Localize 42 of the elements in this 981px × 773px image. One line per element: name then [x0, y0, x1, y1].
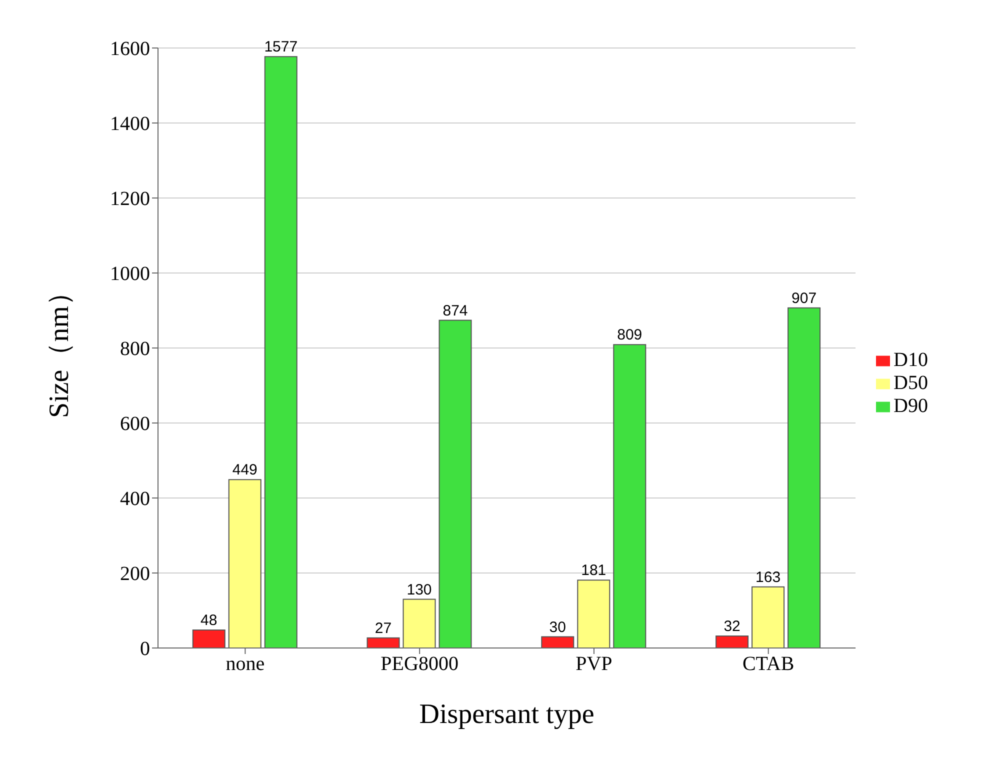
y-tick-label: 1200: [110, 188, 150, 210]
bar: [438, 320, 472, 648]
data-label: 874: [442, 302, 468, 320]
data-label: 907: [792, 290, 817, 307]
data-label: 130: [406, 581, 432, 598]
y-tick-label: 200: [120, 563, 150, 586]
y-tick-label: 1000: [110, 263, 150, 286]
y-tick-label: 1400: [110, 113, 150, 136]
legend-label: D10: [894, 348, 928, 370]
data-label: 809: [617, 326, 642, 344]
data-label: 1577: [264, 38, 298, 56]
data-label: 30: [549, 618, 566, 636]
x-tick-label: CTAB: [742, 653, 794, 676]
x-tick-label: PEG8000: [380, 653, 458, 676]
bar: [264, 56, 298, 648]
x-tick-label: PVP: [576, 653, 612, 676]
bar: [541, 636, 574, 648]
y-tick-label: 400: [120, 488, 150, 510]
data-label: 163: [756, 568, 781, 586]
legend-label: D90: [894, 394, 928, 416]
legend-label: D50: [894, 372, 928, 394]
bar: [192, 630, 226, 648]
data-label: 449: [232, 462, 258, 479]
y-tick-label: 1600: [110, 38, 150, 60]
bar: [613, 344, 646, 648]
bar: [752, 586, 785, 648]
bar: [402, 598, 436, 648]
y-tick-label: 600: [120, 413, 150, 436]
bar: [228, 479, 262, 648]
y-tick-label: 0: [140, 638, 150, 660]
y-tick-label: 800: [120, 338, 150, 360]
bar: [716, 636, 749, 648]
data-label: 48: [200, 612, 218, 629]
data-label: 181: [581, 562, 606, 580]
y-axis-title: Size（nm）: [44, 278, 75, 418]
data-label: 32: [724, 618, 740, 635]
bar: [788, 307, 821, 648]
x-axis-title: Dispersant type: [419, 699, 594, 730]
bar: [366, 637, 400, 648]
x-tick-label: none: [226, 653, 265, 676]
bar: [577, 580, 610, 648]
data-label: 27: [374, 620, 392, 637]
